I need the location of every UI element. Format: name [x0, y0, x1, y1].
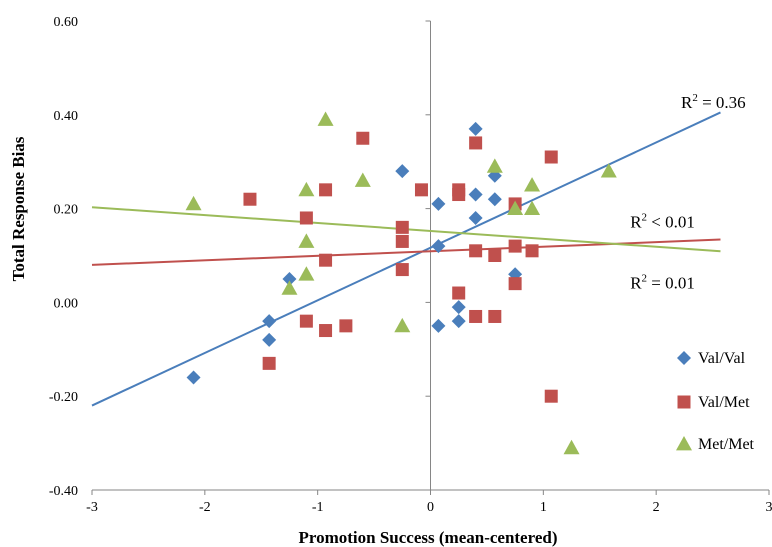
point-val-val — [451, 300, 466, 315]
point-val-met — [339, 319, 353, 333]
point-val-met — [469, 244, 483, 258]
point-val-met — [488, 309, 502, 323]
point-val-met — [414, 183, 428, 197]
point-val-met — [469, 136, 483, 150]
point-val-val — [431, 196, 446, 211]
axes — [92, 21, 769, 491]
x-tick-label: 3 — [766, 500, 772, 515]
point-val-val — [431, 239, 446, 254]
legend-label-val-met: Val/Met — [698, 394, 750, 411]
point-met-met — [507, 200, 524, 215]
point-val-met — [508, 239, 522, 253]
point-val-met — [544, 389, 558, 403]
x-tick-label: 1 — [540, 500, 547, 515]
point-met-met — [486, 158, 503, 173]
point-val-met — [262, 356, 276, 370]
legend-marker-met-met — [676, 436, 692, 451]
point-val-val — [262, 332, 277, 347]
point-val-met — [544, 150, 558, 164]
point-val-val — [468, 210, 483, 225]
trendline-val-val — [91, 111, 721, 407]
legend-marker-val-val — [677, 351, 691, 365]
point-val-val — [468, 187, 483, 202]
data-points — [185, 111, 617, 455]
y-tick-label: 0.60 — [54, 15, 79, 30]
point-val-met — [452, 188, 466, 202]
point-val-met — [243, 192, 257, 206]
y-tick-label: -0.40 — [49, 484, 78, 499]
point-met-met — [354, 172, 371, 187]
point-val-met — [319, 253, 333, 267]
x-tick-label: -3 — [86, 500, 98, 515]
point-val-met — [508, 277, 522, 291]
legend-marker-val-met — [677, 395, 691, 409]
point-val-met — [356, 131, 370, 145]
point-met-met — [281, 280, 298, 295]
point-val-met — [319, 324, 333, 338]
point-met-met — [298, 233, 315, 248]
point-met-met — [185, 195, 202, 211]
point-met-met — [298, 181, 315, 197]
r-squared-label: R2 < 0.01 — [630, 211, 695, 231]
point-val-val — [468, 121, 483, 136]
point-val-val — [395, 164, 410, 179]
point-val-val — [431, 318, 446, 333]
point-val-val — [186, 370, 201, 385]
point-met-met — [600, 163, 617, 178]
point-val-met — [319, 183, 333, 197]
point-val-met — [395, 234, 409, 248]
y-tick-label: 0.00 — [54, 296, 79, 311]
point-met-met — [524, 177, 541, 192]
r-squared-label: R2 = 0.01 — [630, 272, 695, 292]
y-ticks: -0.40 -0.20 0.00 0.20 0.40 0.60 — [49, 15, 431, 499]
x-axis-title: Promotion Success (mean-centered) — [298, 528, 557, 547]
y-tick-label: -0.20 — [49, 390, 78, 405]
point-met-met — [563, 439, 580, 455]
legend: Val/Val Val/Met Met/Met — [676, 350, 755, 453]
x-ticks: -3 -2 -1 0 1 2 3 — [86, 490, 772, 515]
trendlines — [91, 111, 721, 407]
x-tick-label: 0 — [427, 500, 434, 515]
x-tick-label: -1 — [312, 500, 324, 515]
legend-label-met-met: Met/Met — [698, 436, 755, 453]
point-val-met — [299, 314, 313, 328]
point-met-met — [394, 317, 411, 333]
y-tick-label: 0.20 — [54, 203, 79, 218]
point-val-val — [262, 314, 277, 329]
x-tick-label: -2 — [199, 500, 211, 515]
y-axis-title: Total Response Bias — [9, 136, 28, 281]
point-val-val — [487, 192, 502, 207]
legend-label-val-val: Val/Val — [698, 350, 746, 367]
point-met-met — [298, 266, 315, 281]
point-val-val — [451, 314, 466, 329]
r-squared-label: R2 = 0.36 — [681, 92, 746, 112]
point-val-met — [488, 249, 502, 262]
point-met-met — [524, 200, 541, 215]
x-tick-label: 2 — [653, 500, 660, 515]
point-val-met — [469, 309, 483, 323]
point-val-val — [282, 271, 297, 286]
point-val-met — [395, 220, 409, 234]
y-tick-label: 0.40 — [54, 109, 79, 124]
point-val-met — [525, 244, 539, 258]
point-val-met — [299, 211, 313, 225]
point-val-met — [395, 263, 409, 277]
r-squared-annotations: R2 = 0.36 R2 < 0.01 R2 = 0.01 — [630, 92, 745, 293]
point-met-met — [317, 111, 334, 126]
point-val-met — [452, 286, 466, 300]
